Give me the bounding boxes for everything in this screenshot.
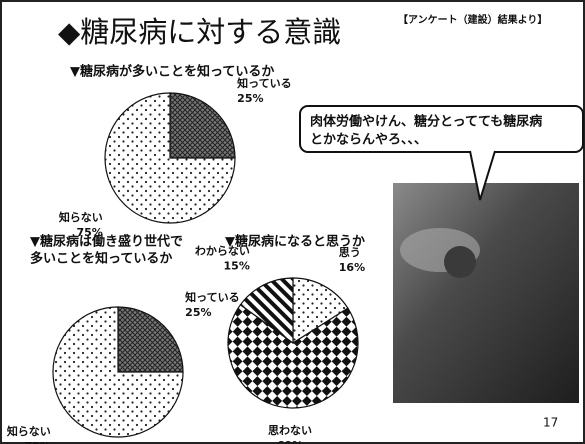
chart-title: ▼糖尿病になると思うか (225, 234, 365, 250)
pie-slice (117, 306, 184, 373)
source-note: 【アンケート（建設）結果より】 (398, 13, 547, 26)
slice-value: 69% (277, 439, 303, 444)
slice-value: 75% (76, 226, 102, 239)
slice-label: 知っている (184, 290, 239, 304)
slice-value: 25% (185, 306, 211, 319)
slide-title: ◆糖尿病に対する意識 (58, 15, 341, 49)
photo-detail (444, 246, 476, 278)
bubble-tail (469, 150, 496, 201)
chart-title: 多いことを知っているか (30, 251, 172, 267)
photo (393, 183, 579, 403)
slice-label: 知らない (58, 210, 103, 224)
pie-slice (104, 92, 236, 224)
slice-value: 25% (237, 92, 263, 105)
speech-line: 肉体労働やけん、糖分とってても糖尿病 (310, 114, 542, 130)
page-number: 17 (543, 416, 558, 430)
pie-slice (169, 92, 236, 159)
pie-slice (52, 306, 184, 438)
slice-label: 知っている (236, 76, 291, 90)
speech-bubble (299, 105, 584, 153)
chart-title: ▼糖尿病が多いことを知っているか (70, 64, 274, 80)
chart-title: ▼糖尿病は働き盛り世代で (30, 234, 183, 250)
slice-label: 知らない (6, 424, 51, 438)
slice-label: 思う (339, 246, 361, 259)
pie-slice (239, 277, 294, 345)
slice-label: 思わない (268, 424, 312, 437)
slice-label: わからない (195, 244, 250, 257)
pie-slice (292, 277, 349, 345)
slice-value: 15% (224, 259, 250, 272)
slice-value: 16% (339, 261, 365, 274)
speech-line: とかならんやろ、、、 (310, 133, 427, 148)
pie-slice (227, 303, 359, 409)
slice-value: 75% (24, 440, 50, 444)
